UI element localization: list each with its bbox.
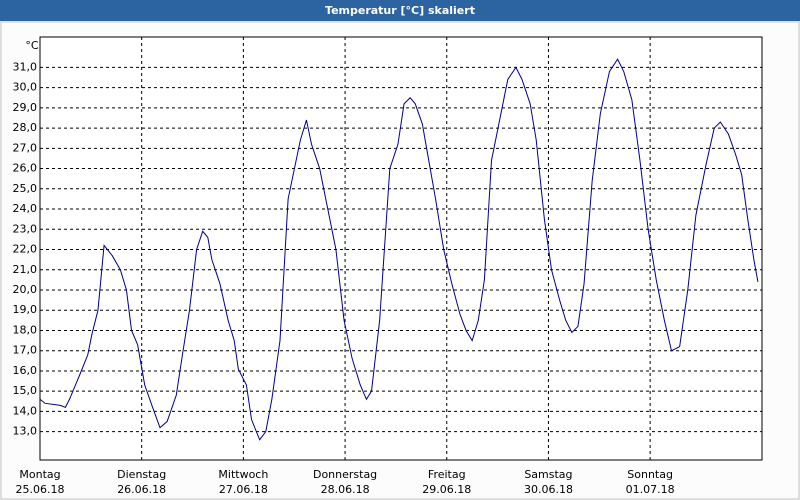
x-tick-label: Freitag	[428, 468, 466, 481]
x-tick-label: Dienstag	[117, 468, 166, 481]
x-tick-label: 01.07.18	[626, 483, 675, 496]
y-tick-label: 17,0	[13, 344, 38, 357]
y-tick-label: 26,0	[13, 162, 38, 175]
x-tick-label: 28.06.18	[321, 483, 370, 496]
y-tick-label: 20,0	[13, 283, 38, 296]
y-tick-label: 22,0	[13, 243, 38, 256]
temperature-line	[39, 58, 759, 441]
x-tick-label: Sonntag	[627, 468, 673, 481]
y-tick-label: 28,0	[13, 121, 38, 134]
y-tick-label: 30,0	[13, 81, 38, 94]
x-tick-label: Montag	[19, 468, 60, 481]
chart-title: Temperatur [°C] skaliert	[325, 4, 475, 17]
y-tick-label: 18,0	[13, 323, 38, 336]
y-tick-label: 19,0	[13, 303, 38, 316]
x-tick-label: 30.06.18	[524, 483, 573, 496]
x-tick-label: 26.06.18	[117, 483, 166, 496]
x-tick-label: Samstag	[524, 468, 572, 481]
y-tick-label: 21,0	[13, 263, 38, 276]
plot-border	[39, 36, 763, 461]
y-tick-label: 23,0	[13, 222, 38, 235]
x-tick-label: Mittwoch	[218, 468, 268, 481]
y-tick-label: 13,0	[13, 425, 38, 438]
title-bar	[0, 0, 800, 21]
x-tick-label: 25.06.18	[16, 483, 65, 496]
y-tick-label: 27,0	[13, 141, 38, 154]
y-tick-label: 16,0	[13, 364, 38, 377]
x-tick-label: 29.06.18	[422, 483, 471, 496]
x-tick-label: 27.06.18	[219, 483, 268, 496]
y-tick-label: 15,0	[13, 384, 38, 397]
y-tick-label: 31,0	[13, 60, 38, 73]
y-tick-label: 14,0	[13, 404, 38, 417]
y-tick-label: 29,0	[13, 101, 38, 114]
y-tick-label: 24,0	[13, 202, 38, 215]
x-tick-label: Donnerstag	[313, 468, 377, 481]
y-unit: °C	[25, 39, 39, 52]
y-tick-label: 25,0	[13, 182, 38, 195]
